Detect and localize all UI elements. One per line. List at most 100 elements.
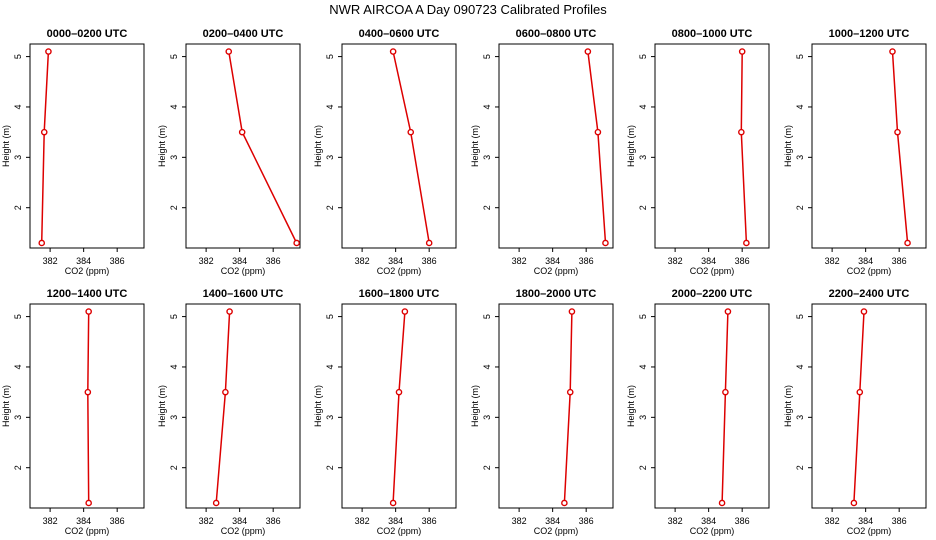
x-tick-label: 384 — [858, 516, 873, 526]
panel-title: 1000–1200 UTC — [829, 28, 910, 40]
y-tick-label: 3 — [482, 155, 492, 160]
y-axis-label: Height (m) — [1, 125, 11, 167]
x-axis-label: CO2 (ppm) — [690, 526, 735, 536]
y-tick-label: 2 — [482, 465, 492, 470]
y-tick-label: 2 — [482, 205, 492, 210]
y-tick-label: 2 — [795, 205, 805, 210]
x-tick-label: 386 — [422, 256, 437, 266]
x-tick-label: 384 — [76, 256, 91, 266]
y-tick-label: 5 — [325, 314, 335, 319]
panel-title: 1600–1800 UTC — [359, 288, 440, 300]
x-tick-label: 386 — [892, 256, 907, 266]
profile-point — [850, 499, 858, 507]
profile-line — [392, 311, 406, 504]
y-tick-label: 2 — [638, 465, 648, 470]
profile-line — [87, 311, 90, 504]
chart-panel: 1600–1800 UTC 382 384 386 2 3 4 5 CO2 (ppm) Heigh… — [313, 288, 457, 536]
y-tick-label: 3 — [13, 155, 23, 160]
y-tick-label: 4 — [795, 104, 805, 109]
profile-line — [721, 311, 729, 504]
x-tick-label: 386 — [892, 516, 907, 526]
profile-line — [40, 51, 50, 244]
plot-frame — [498, 43, 614, 249]
x-tick-label: 382 — [668, 516, 683, 526]
x-tick-label: 386 — [110, 516, 125, 526]
x-axis-label: CO2 (ppm) — [221, 266, 266, 276]
x-axis-label: CO2 (ppm) — [534, 526, 579, 536]
plot-frame — [29, 303, 145, 509]
y-tick-label: 4 — [169, 364, 179, 369]
profile-point — [904, 239, 911, 247]
x-tick-label: 382 — [43, 256, 58, 266]
x-tick-label: 382 — [43, 516, 58, 526]
x-axis-label: CO2 (ppm) — [65, 526, 110, 536]
profile-line — [228, 51, 298, 244]
y-tick-label: 4 — [638, 104, 648, 109]
profile-point — [222, 388, 229, 396]
y-tick-label: 4 — [325, 104, 335, 109]
y-tick-label: 3 — [325, 415, 335, 420]
profile-point — [293, 239, 300, 247]
y-tick-label: 5 — [795, 314, 805, 319]
y-axis-label: Height (m) — [783, 385, 793, 427]
y-tick-label: 3 — [638, 155, 648, 160]
profile-point — [225, 48, 233, 55]
profile-point — [724, 308, 732, 315]
profile-point — [407, 128, 415, 136]
plot-frame — [811, 43, 927, 249]
chart-panel: 0200–0400 UTC 382 384 386 2 3 4 5 CO2 (ppm) Heigh… — [157, 28, 301, 276]
y-axis-label: Height (m) — [626, 385, 636, 427]
profile-point — [718, 499, 726, 507]
x-tick-label: 382 — [512, 516, 527, 526]
x-tick-label: 384 — [388, 516, 403, 526]
profile-point — [425, 239, 433, 247]
plot-frame — [654, 303, 770, 509]
y-axis-label: Height (m) — [157, 125, 167, 167]
x-tick-label: 382 — [355, 256, 370, 266]
y-tick-label: 3 — [795, 155, 805, 160]
y-tick-label: 5 — [638, 314, 648, 319]
x-tick-label: 386 — [579, 256, 594, 266]
y-axis-label: Height (m) — [157, 385, 167, 427]
profile-point — [566, 388, 574, 396]
chart-panel: 1200–1400 UTC 382 384 386 2 3 4 5 CO2 (ppm) Heigh… — [1, 288, 145, 536]
x-tick-label: 386 — [266, 516, 281, 526]
panel-title: 0400–0600 UTC — [359, 28, 440, 40]
y-tick-label: 4 — [169, 104, 179, 109]
x-tick-label: 382 — [512, 256, 527, 266]
y-tick-label: 4 — [795, 364, 805, 369]
chart-panel: 1800–2000 UTC 382 384 386 2 3 4 5 CO2 (ppm) Heigh… — [470, 288, 614, 536]
x-axis-label: CO2 (ppm) — [377, 526, 422, 536]
y-tick-label: 2 — [638, 205, 648, 210]
profile-point — [389, 48, 397, 55]
profile-point — [743, 239, 750, 247]
y-tick-label: 3 — [795, 415, 805, 420]
plot-frame — [185, 303, 301, 509]
y-axis-label: Height (m) — [1, 385, 11, 427]
y-tick-label: 2 — [13, 205, 23, 210]
chart-panel: 1400–1600 UTC 382 384 386 2 3 4 5 CO2 (ppm) Heigh… — [157, 288, 301, 536]
y-tick-label: 5 — [482, 314, 492, 319]
profile-point — [395, 388, 403, 396]
x-tick-label: 382 — [668, 256, 683, 266]
y-tick-label: 5 — [482, 54, 492, 59]
y-axis-label: Height (m) — [313, 385, 323, 427]
x-tick-label: 386 — [735, 516, 750, 526]
y-tick-label: 3 — [13, 415, 23, 420]
x-tick-label: 384 — [701, 256, 716, 266]
y-tick-label: 5 — [13, 54, 23, 59]
y-tick-label: 5 — [325, 54, 335, 59]
y-tick-label: 5 — [638, 54, 648, 59]
profile-line — [563, 311, 573, 504]
x-axis-label: CO2 (ppm) — [847, 526, 892, 536]
profile-point — [85, 308, 92, 315]
plot-frame — [498, 303, 614, 509]
panel-title: 0800–1000 UTC — [672, 28, 753, 40]
profile-point — [584, 48, 592, 55]
profile-point — [722, 388, 729, 396]
chart-panel: 0800–1000 UTC 382 384 386 2 3 4 5 CO2 (ppm) Heigh… — [626, 28, 770, 276]
chart-panel: 0000–0200 UTC 382 384 386 2 3 4 5 CO2 (ppm) Heigh… — [1, 28, 145, 276]
x-tick-label: 384 — [545, 256, 560, 266]
y-tick-label: 5 — [795, 54, 805, 59]
y-axis-label: Height (m) — [783, 125, 793, 167]
